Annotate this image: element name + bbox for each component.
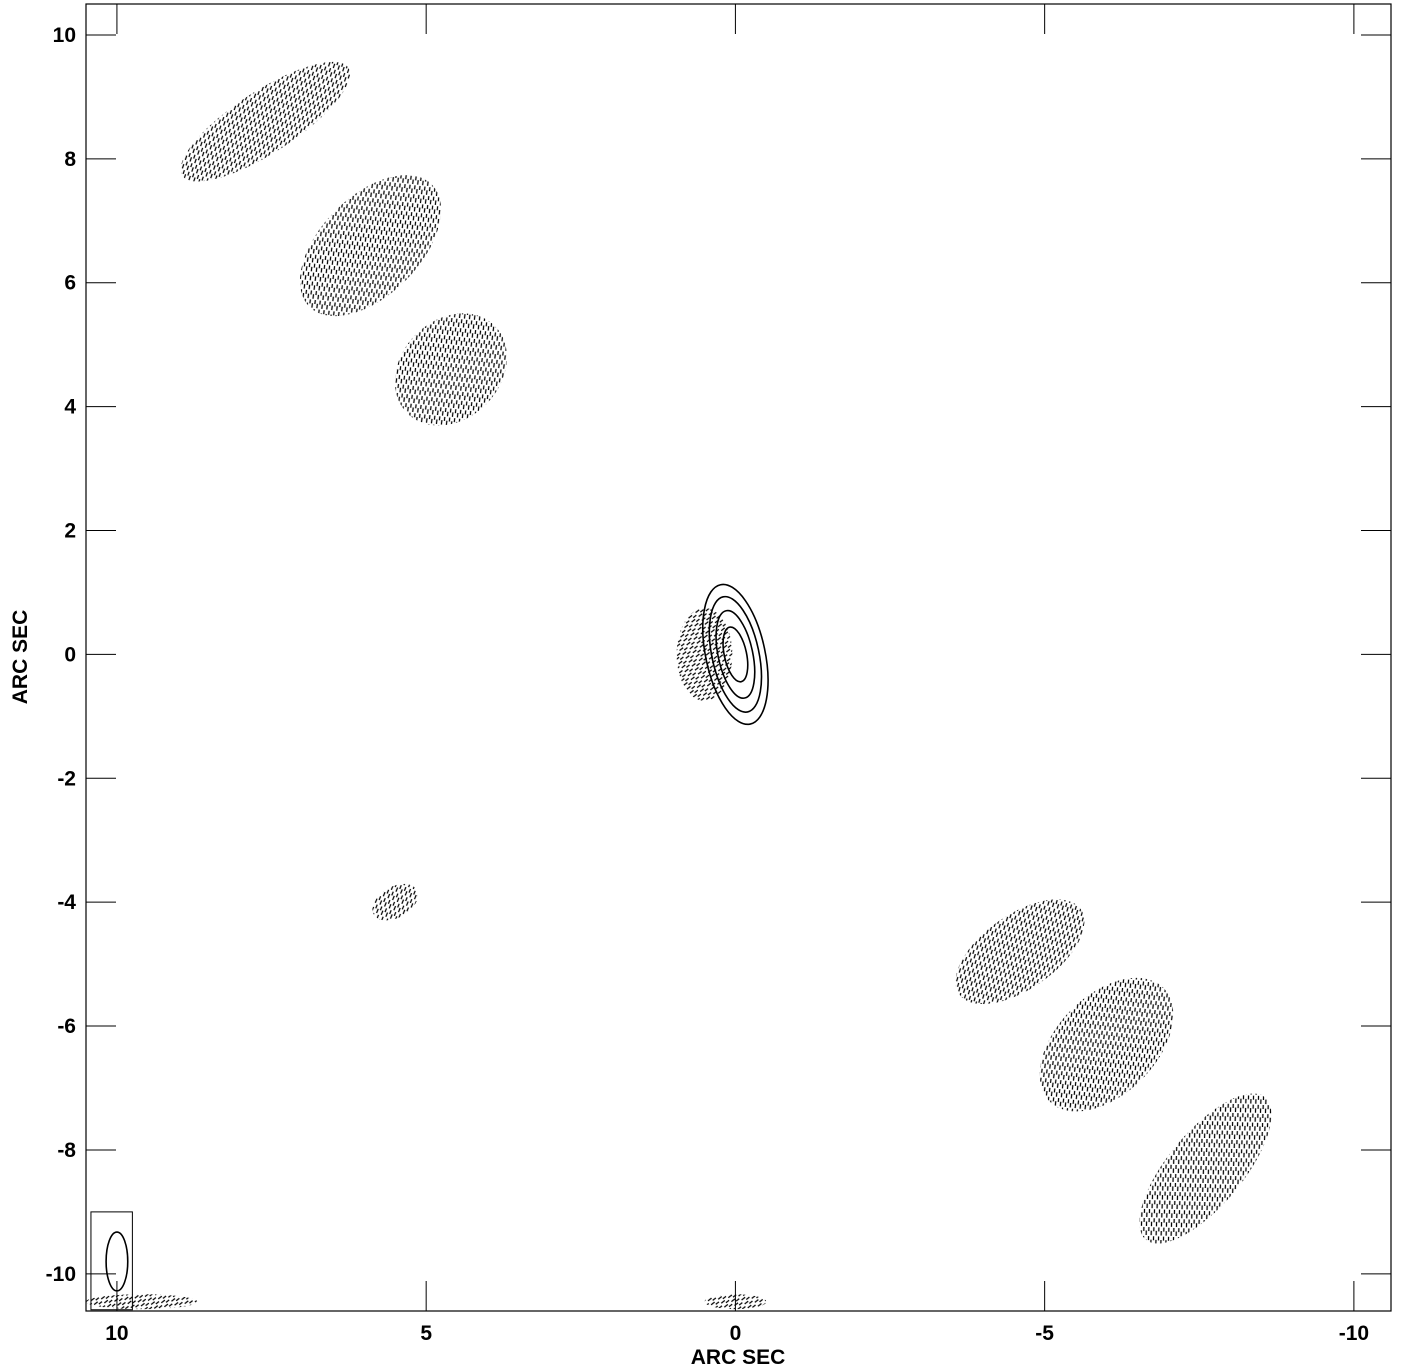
feature-north-east-lobe: [180, 61, 507, 426]
faint-emission-blob: [372, 883, 419, 921]
x-tick-label: -5: [1035, 1322, 1054, 1345]
feature-core: [676, 583, 769, 726]
x-tick-label: 5: [420, 1322, 432, 1345]
y-tick-label: -4: [57, 891, 76, 914]
y-tick-label: 4: [64, 396, 76, 419]
y-tick-label: 2: [64, 520, 76, 543]
y-tick-label: 10: [53, 24, 76, 47]
y-tick-label: -8: [57, 1139, 76, 1162]
x-tick-labels: 10 5 0 -5 -10: [105, 1322, 1369, 1345]
feature-south-west-lobe: [955, 899, 1272, 1244]
faint-emission-blob: [299, 175, 442, 317]
faint-emission-blob: [1139, 1093, 1272, 1244]
x-tick-label: 10: [105, 1322, 128, 1345]
solid-contour: [708, 595, 763, 713]
y-tick-label: -2: [57, 767, 76, 790]
axis-ticks: [86, 4, 1391, 1311]
faint-emission-blob: [1039, 977, 1174, 1112]
y-tick-label: -10: [46, 1263, 76, 1286]
y-tick-label: 0: [64, 643, 76, 666]
y-tick-label: -6: [57, 1015, 76, 1038]
x-tick-label: -10: [1339, 1322, 1369, 1345]
solid-contour: [722, 626, 749, 683]
contour-features: [86, 61, 1272, 1310]
beam-box: [90, 1211, 133, 1311]
faint-emission-blob: [394, 313, 507, 426]
plot-frame: [85, 3, 1392, 1312]
y-axis-title: ARC SEC: [9, 610, 32, 705]
y-tick-labels: 10 8 6 4 2 0 -2 -4 -6 -8 -10: [46, 24, 77, 1286]
feature-small-knot: [372, 883, 419, 921]
faint-emission-blob: [180, 61, 351, 182]
solid-contour: [715, 609, 756, 699]
solid-contour: [702, 583, 769, 726]
faint-emission-blob: [86, 1294, 198, 1310]
x-axis-title: ARC SEC: [691, 1346, 786, 1368]
y-tick-label: 8: [64, 148, 76, 171]
faint-emission-blob: [955, 899, 1085, 1005]
x-tick-label: 0: [730, 1322, 742, 1345]
y-tick-label: 6: [64, 272, 76, 295]
